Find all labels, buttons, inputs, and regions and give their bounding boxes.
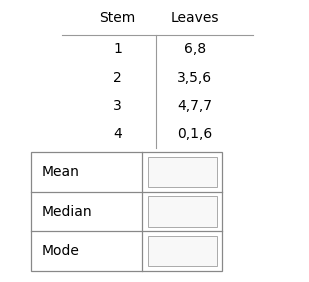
Text: Median: Median xyxy=(42,204,92,219)
Text: 2: 2 xyxy=(113,70,122,85)
Text: 4: 4 xyxy=(113,127,122,141)
FancyBboxPatch shape xyxy=(148,157,217,187)
Text: 3,5,6: 3,5,6 xyxy=(177,70,212,85)
Text: Mean: Mean xyxy=(42,165,80,179)
Text: Stem: Stem xyxy=(99,11,136,25)
FancyBboxPatch shape xyxy=(31,152,222,271)
Text: Mode: Mode xyxy=(42,244,80,258)
Text: Leaves: Leaves xyxy=(171,11,219,25)
Text: 0,1,6: 0,1,6 xyxy=(177,127,212,141)
Text: 1: 1 xyxy=(113,42,122,56)
Text: 4,7,7: 4,7,7 xyxy=(177,99,212,113)
Text: 6,8: 6,8 xyxy=(184,42,206,56)
FancyBboxPatch shape xyxy=(148,236,217,266)
FancyBboxPatch shape xyxy=(148,196,217,227)
Text: 3: 3 xyxy=(113,99,122,113)
